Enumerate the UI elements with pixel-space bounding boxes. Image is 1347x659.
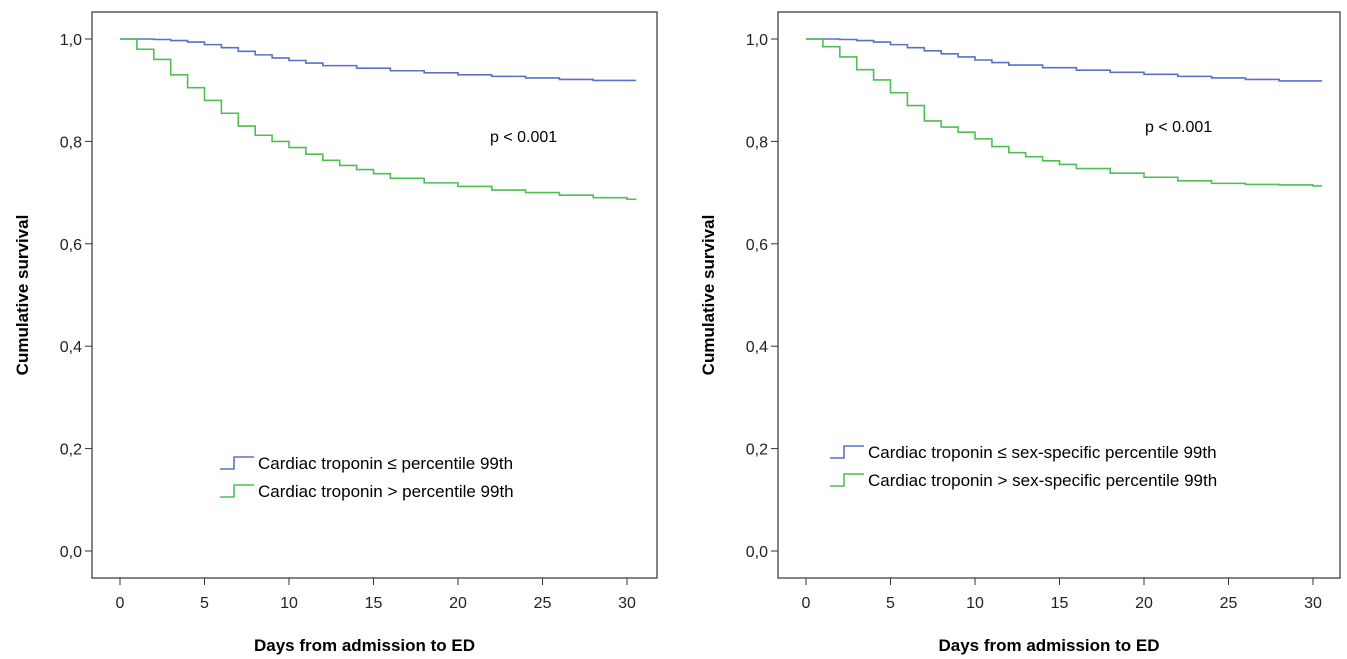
x-tick-label: 30 xyxy=(618,595,636,612)
x-axis-title: Days from admission to ED xyxy=(254,636,475,655)
series-line-below-99th xyxy=(806,38,1323,82)
y-tick-label: 0,4 xyxy=(60,339,82,356)
plot-frame xyxy=(91,11,658,579)
series-line-below-99th xyxy=(120,38,637,82)
p-value-annotation: p < 0.001 xyxy=(1145,119,1212,136)
legend-swatch xyxy=(830,473,864,487)
x-axis-title: Days from admission to ED xyxy=(938,636,1159,655)
legend-swatch xyxy=(220,456,254,470)
legend: Cardiac troponin ≤ sex-specific percenti… xyxy=(830,443,1217,490)
x-tick-label: 20 xyxy=(1135,595,1153,612)
legend-swatch xyxy=(830,445,864,459)
y-tick-label: 0,2 xyxy=(60,442,82,459)
p-value-annotation: p < 0.001 xyxy=(490,129,557,146)
y-axis-title: Cumulative survival xyxy=(13,215,32,376)
legend-label: Cardiac troponin > sex-specific percenti… xyxy=(868,471,1217,490)
y-tick-label: 1,0 xyxy=(746,32,768,49)
y-tick-label: 0,8 xyxy=(746,134,768,151)
y-tick-label: 0,0 xyxy=(746,544,768,561)
x-tick-label: 25 xyxy=(534,595,552,612)
x-tick-label: 30 xyxy=(1304,595,1322,612)
series-line-above-99th xyxy=(806,38,1323,187)
legend-label: Cardiac troponin ≤ sex-specific percenti… xyxy=(868,443,1217,462)
y-tick-label: 0,8 xyxy=(60,134,82,151)
x-tick-label: 15 xyxy=(1051,595,1069,612)
y-tick-label: 0,0 xyxy=(60,544,82,561)
chart-panel-right: 0,0 0,2 0,4 0,6 0,8 1,0 0 5 10 15 20 25 30 Days from … xyxy=(699,11,1341,655)
legend-label: Cardiac troponin ≤ percentile 99th xyxy=(258,454,513,473)
y-tick-label: 0,4 xyxy=(746,339,768,356)
y-tick-label: 0,6 xyxy=(60,237,82,254)
x-tick-label: 5 xyxy=(200,595,209,612)
x-tick-label: 0 xyxy=(116,595,125,612)
x-tick-label: 0 xyxy=(802,595,811,612)
legend-label: Cardiac troponin > percentile 99th xyxy=(258,482,514,501)
x-tick-label: 10 xyxy=(280,595,298,612)
x-tick-label: 25 xyxy=(1220,595,1238,612)
legend: Cardiac troponin ≤ percentile 99th Cardia… xyxy=(220,454,514,501)
y-tick-label: 0,2 xyxy=(746,442,768,459)
x-tick-label: 15 xyxy=(365,595,383,612)
x-tick-label: 5 xyxy=(886,595,895,612)
y-tick-label: 0,6 xyxy=(746,237,768,254)
plot-frame xyxy=(777,11,1341,579)
x-tick-label: 20 xyxy=(449,595,467,612)
legend-swatch xyxy=(220,484,254,498)
series-line-above-99th xyxy=(120,38,637,201)
y-axis-title: Cumulative survival xyxy=(699,215,718,376)
chart-panel-left: 0,0 0,2 0,4 0,6 0,8 1,0 0 5 10 15 20 25 30 Days from … xyxy=(13,11,658,655)
y-tick-label: 1,0 xyxy=(60,32,82,49)
x-tick-label: 10 xyxy=(966,595,984,612)
